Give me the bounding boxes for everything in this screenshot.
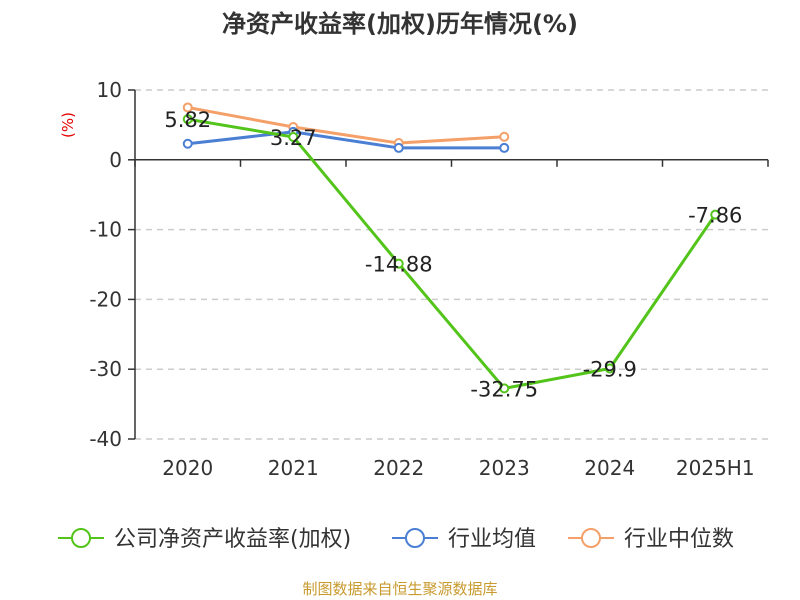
x-tick-label: 2021	[268, 456, 319, 480]
y-tick-label: -40	[89, 427, 122, 451]
data-point	[182, 114, 193, 125]
series-line	[187, 105, 505, 145]
legend-swatch-marker	[71, 528, 91, 548]
data-label: -14.88	[365, 253, 433, 277]
legend-label: 公司净资产收益率(加权)	[114, 527, 351, 552]
y-axis-unit-label: (%)	[59, 112, 77, 138]
y-tick-label: 10	[97, 78, 122, 102]
y-tick-label: -30	[89, 357, 122, 381]
data-point	[604, 363, 615, 374]
chart-title: 净资产收益率(加权)历年情况(%)	[222, 10, 578, 38]
data-label: 5.82	[164, 108, 211, 132]
axes	[128, 89, 769, 440]
legend-item: 行业中位数	[568, 527, 734, 552]
data-label: -32.75	[470, 377, 538, 401]
x-tick-label: 2024	[584, 456, 635, 480]
y-tick-label: -10	[89, 218, 122, 242]
y-tick-label: 0	[109, 148, 122, 172]
data-point	[710, 209, 721, 220]
series-line	[187, 130, 505, 150]
data-labels: 5.82 3.27 -14.88 -32.75 -29.9 -7.86	[164, 108, 742, 401]
x-tick-label: 2022	[373, 456, 424, 480]
data-point	[393, 258, 404, 269]
legend-label: 行业中位数	[624, 527, 734, 552]
data-point	[182, 102, 193, 113]
legend-item: 行业均值	[392, 527, 536, 552]
legend-swatch-marker	[405, 528, 425, 548]
x-tick-label: 2023	[479, 456, 530, 480]
gridlines	[135, 89, 768, 440]
x-tick-label: 2025H1	[676, 456, 755, 480]
legend-label: 行业均值	[448, 527, 536, 552]
data-point	[499, 383, 510, 394]
y-tick-label: -20	[89, 287, 122, 311]
source-note: 制图数据来自恒生聚源数据库	[302, 580, 497, 598]
series-line	[187, 117, 717, 390]
data-point	[499, 142, 510, 153]
data-point	[288, 131, 299, 142]
x-tick-label: 2020	[162, 456, 213, 480]
data-label: -29.9	[583, 358, 637, 382]
data-label: -7.86	[688, 204, 742, 228]
legend: 公司净资产收益率(加权) 行业均值 行业中位数	[58, 527, 734, 552]
data-point	[499, 131, 510, 142]
legend-swatch-marker	[581, 528, 601, 548]
data-point	[182, 138, 193, 149]
series-lines	[182, 102, 721, 394]
legend-item: 公司净资产收益率(加权)	[58, 527, 351, 552]
data-point	[393, 142, 404, 153]
tick-labels: 10 0 -10 -20 -30 -40 2020 2021 2022 2023 2024 2025H…	[89, 78, 754, 480]
data-label: 3.27	[270, 126, 317, 150]
